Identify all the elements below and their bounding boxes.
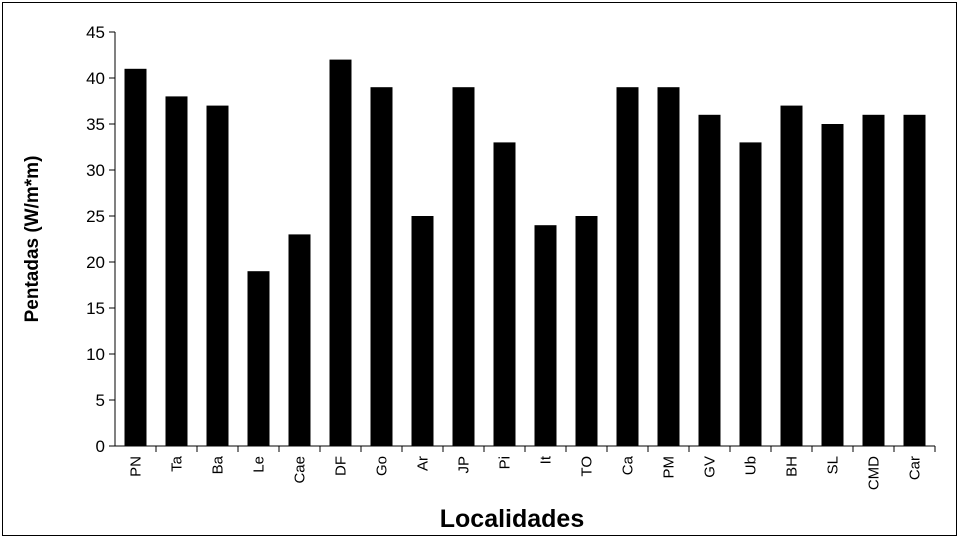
bar-ub bbox=[739, 142, 762, 446]
x-tick-label-to: TO bbox=[579, 456, 596, 477]
x-tick-label-car: Car bbox=[907, 456, 924, 480]
x-tick-label-pm: PM bbox=[661, 456, 678, 479]
y-axis-ticks: 0 5 10 15 20 25 30 35 40 45 bbox=[86, 23, 115, 456]
x-axis-ticks: PN Ta Ba Le Cae DF Go Ar JP Pi It TO Ca PM GV Ub BH SL CMD… bbox=[128, 446, 936, 490]
y-tick-label: 35 bbox=[86, 115, 105, 134]
y-tick-label: 20 bbox=[86, 253, 105, 272]
y-tick-label: 45 bbox=[86, 23, 105, 42]
x-axis-title: Localidades bbox=[440, 505, 585, 533]
bar-cae bbox=[288, 234, 311, 446]
bar-bh bbox=[780, 105, 803, 446]
x-tick-label-jp: JP bbox=[456, 456, 473, 474]
x-tick-label-go: Go bbox=[374, 456, 391, 476]
x-tick-label-gv: GV bbox=[702, 456, 719, 478]
x-tick-label-pi: Pi bbox=[497, 456, 514, 469]
bar-ar bbox=[411, 216, 434, 446]
x-tick-label-cae: Cae bbox=[292, 456, 309, 484]
y-tick-label: 30 bbox=[86, 161, 105, 180]
bars bbox=[124, 59, 926, 447]
y-axis-title: Pentadas (W/m*m) bbox=[22, 156, 43, 323]
bar-jp bbox=[452, 87, 475, 446]
bar-pm bbox=[657, 87, 680, 446]
x-tick-label-pn: PN bbox=[128, 456, 145, 477]
y-tick-label: 10 bbox=[86, 345, 105, 364]
bar-go bbox=[370, 87, 393, 446]
x-tick-label-sl: SL bbox=[825, 456, 842, 474]
bar-ba bbox=[206, 105, 229, 446]
bar-car bbox=[903, 114, 926, 447]
bar-to bbox=[575, 216, 598, 446]
bar-le bbox=[247, 271, 270, 446]
bar-pi bbox=[493, 142, 516, 446]
x-tick-label-it: It bbox=[538, 455, 555, 464]
bar-pn bbox=[124, 68, 147, 447]
x-tick-label-bh: BH bbox=[784, 456, 801, 477]
bar-it bbox=[534, 225, 557, 446]
y-tick-label: 5 bbox=[96, 391, 105, 410]
x-tick-label-ar: Ar bbox=[415, 456, 432, 471]
x-tick-label-cmd: CMD bbox=[866, 456, 883, 490]
x-tick-label-ub: Ub bbox=[743, 456, 760, 475]
x-tick-label-ba: Ba bbox=[210, 455, 227, 474]
y-tick-label: 40 bbox=[86, 69, 105, 88]
y-tick-label: 0 bbox=[96, 437, 105, 456]
x-tick-label-le: Le bbox=[251, 456, 268, 473]
bar-ta bbox=[165, 96, 188, 447]
x-tick-label-ca: Ca bbox=[620, 455, 637, 475]
bar-ca bbox=[616, 87, 639, 446]
bar-gv bbox=[698, 114, 721, 447]
x-tick-label-df: DF bbox=[333, 456, 350, 476]
y-tick-label: 15 bbox=[86, 299, 105, 318]
bar-df bbox=[329, 59, 352, 446]
bar-cmd bbox=[862, 114, 885, 447]
x-tick-label-ta: Ta bbox=[169, 455, 186, 472]
bar-sl bbox=[821, 124, 844, 446]
y-tick-label: 25 bbox=[86, 207, 105, 226]
